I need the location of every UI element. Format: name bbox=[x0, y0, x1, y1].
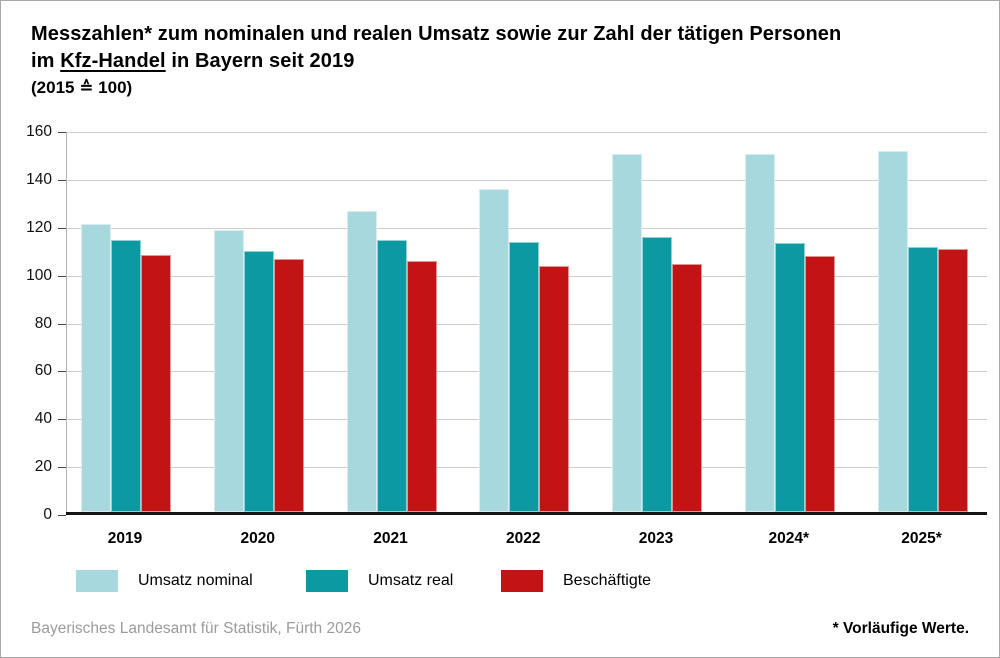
legend-label-beschaeftigte: Beschäftigte bbox=[563, 572, 652, 589]
y-axis-label: 100 bbox=[26, 266, 52, 284]
source-attribution: Bayerisches Landesamt für Statistik, Für… bbox=[31, 620, 361, 637]
legend-swatch-beschaeftigte bbox=[501, 570, 543, 592]
bar bbox=[774, 243, 805, 512]
bar bbox=[243, 250, 274, 512]
y-axis-tick bbox=[58, 132, 66, 133]
y-axis-tick bbox=[58, 515, 66, 516]
bar bbox=[479, 189, 510, 512]
bar-group-2022 bbox=[479, 189, 570, 512]
bar bbox=[937, 249, 968, 512]
y-axis-tick bbox=[58, 467, 66, 469]
bar bbox=[346, 211, 377, 512]
y-axis-tick bbox=[58, 371, 66, 373]
x-axis-label: 2019 bbox=[107, 530, 143, 547]
bar bbox=[539, 266, 570, 512]
title-line-1: Messzahlen* zum nominalen und realen Ums… bbox=[31, 23, 842, 45]
bar-chart: 0 20 40 60 80 100 120 140 160 2019 2020 2021 2022 202… bbox=[1, 123, 999, 547]
legend-item-umsatz-nominal: Umsatz nominal bbox=[76, 570, 253, 592]
gridline bbox=[67, 132, 987, 133]
plot-area bbox=[66, 132, 987, 515]
y-axis-label: 80 bbox=[34, 314, 52, 332]
y-axis-label: 0 bbox=[43, 506, 52, 523]
y-axis-label: 160 bbox=[26, 123, 52, 140]
bar bbox=[509, 242, 540, 512]
y-axis-label: 120 bbox=[26, 218, 52, 236]
page-title: Messzahlen* zum nominalen und realen Ums… bbox=[31, 21, 841, 100]
y-axis-tick bbox=[58, 179, 66, 181]
bar bbox=[81, 224, 111, 512]
legend-item-umsatz-real: Umsatz real bbox=[306, 570, 453, 592]
bar-group-2024 bbox=[744, 153, 835, 512]
bar-group-2020 bbox=[213, 230, 304, 512]
bar-group-2021 bbox=[346, 211, 437, 512]
title-underlined-term: Kfz-Handel bbox=[60, 50, 166, 72]
bar bbox=[273, 258, 304, 512]
y-axis-label: 40 bbox=[34, 410, 52, 428]
legend-label-umsatz-nominal: Umsatz nominal bbox=[138, 572, 253, 589]
x-axis-label: 2025* bbox=[901, 530, 942, 547]
x-axis-label: 2022 bbox=[506, 530, 541, 547]
provisional-values-note: * Vorläufige Werte. bbox=[832, 620, 969, 637]
gridline bbox=[67, 227, 987, 229]
bar-group-2023 bbox=[612, 153, 702, 512]
legend-swatch-umsatz-nominal bbox=[76, 570, 118, 592]
x-axis-label: 2021 bbox=[373, 530, 408, 547]
title-line-2: im Kfz-Handel in Bayern seit 2019 bbox=[31, 50, 355, 72]
bar bbox=[642, 237, 672, 512]
title-index-note: (2015 ≙ 100) bbox=[31, 78, 133, 97]
legend-label-umsatz-real: Umsatz real bbox=[368, 572, 454, 589]
bar-group-2019 bbox=[81, 224, 171, 512]
gridline bbox=[67, 179, 987, 181]
bar bbox=[672, 263, 702, 512]
legend-item-beschaeftigte: Beschäftigte bbox=[501, 570, 651, 592]
bar bbox=[804, 256, 835, 512]
bar bbox=[376, 239, 407, 512]
y-axis-tick bbox=[58, 419, 66, 421]
y-axis-tick bbox=[58, 227, 66, 229]
bar bbox=[141, 255, 171, 512]
bar bbox=[111, 239, 141, 512]
x-axis-label: 2023 bbox=[638, 530, 674, 547]
y-axis-tick bbox=[58, 275, 66, 277]
y-axis-label: 140 bbox=[26, 170, 52, 188]
bar bbox=[612, 153, 642, 512]
bar bbox=[213, 230, 244, 512]
x-axis-label: 2020 bbox=[240, 530, 275, 547]
legend-swatch-umsatz-real bbox=[306, 570, 348, 592]
bar bbox=[877, 151, 908, 512]
legend: Umsatz nominal Umsatz real Beschäftigte bbox=[1, 570, 999, 594]
x-axis-label: 2024* bbox=[768, 530, 810, 547]
y-axis-tick bbox=[58, 323, 66, 325]
y-axis-label: 60 bbox=[34, 362, 52, 380]
bar bbox=[907, 246, 938, 512]
bar bbox=[406, 261, 437, 512]
bar bbox=[744, 153, 775, 512]
x-axis-baseline bbox=[66, 512, 987, 515]
bar-group-2025 bbox=[877, 151, 968, 512]
y-axis-label: 20 bbox=[34, 458, 52, 476]
